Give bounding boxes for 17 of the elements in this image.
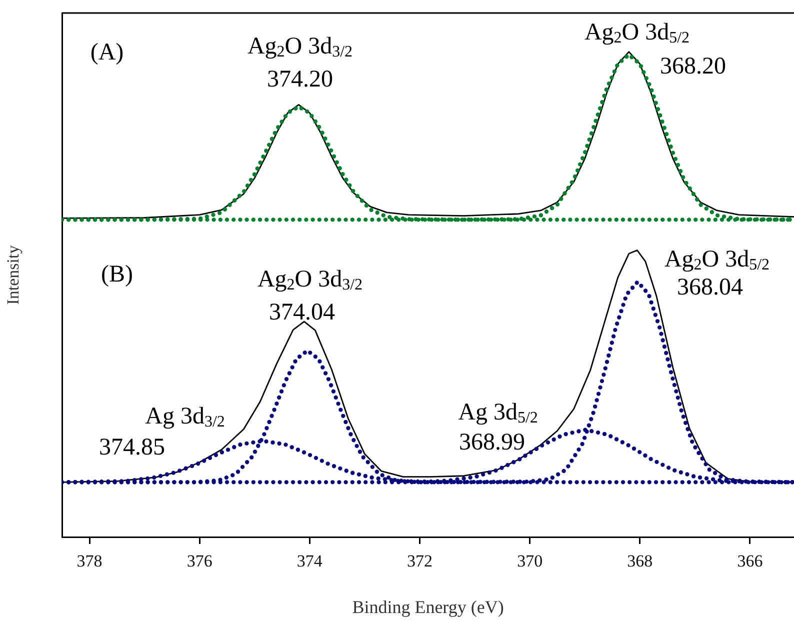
annotation: 368.04 [677, 274, 743, 300]
x-tick-label: 370 [517, 552, 543, 571]
x-tick-label: 378 [76, 552, 102, 571]
x-axis-title: Binding Energy (eV) [352, 596, 504, 617]
x-tick-label: 366 [737, 552, 763, 571]
annotation: (A) [90, 39, 124, 66]
x-tick-label: 368 [627, 552, 653, 571]
annotation: 368.99 [459, 429, 525, 456]
y-axis-title: Intensity [4, 244, 23, 305]
x-tick-label: 374 [296, 552, 323, 571]
annotation: 368.20 [660, 53, 726, 80]
x-tick-label: 372 [406, 552, 432, 571]
annotation: 374.20 [267, 66, 333, 92]
annotation: (B) [101, 261, 134, 288]
x-tick-label: 376 [186, 552, 212, 571]
annotation: 374.85 [99, 434, 165, 460]
annotation: 374.04 [269, 299, 335, 326]
